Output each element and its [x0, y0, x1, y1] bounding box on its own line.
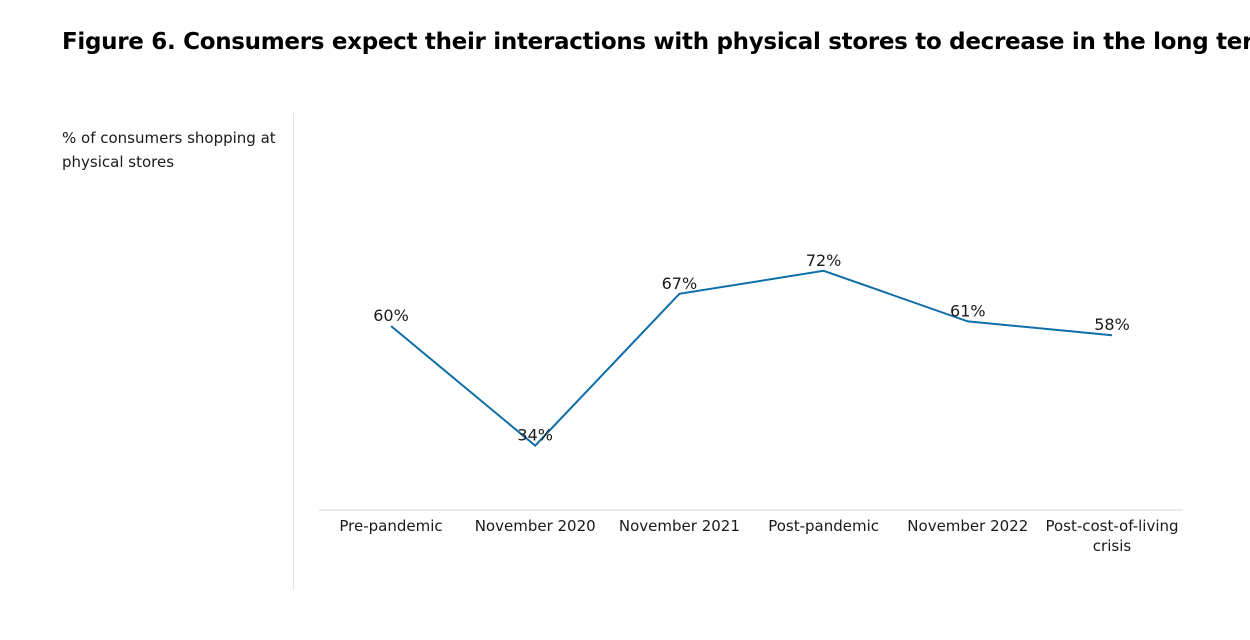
data-label: 60% — [373, 306, 409, 325]
data-label: 72% — [806, 251, 842, 270]
data-label: 61% — [950, 301, 986, 320]
plot-area: 60% 34% 67% 72% 61% 58% Pre-pandemic November 2… — [339, 251, 1178, 555]
x-tick-label: November 2022 — [907, 517, 1028, 535]
data-label: 67% — [662, 274, 698, 293]
x-tick-label: Post-pandemic — [768, 517, 879, 535]
x-tick-label: Pre-pandemic — [339, 517, 442, 535]
x-tick-label: Post-cost-of-living crisis — [1045, 517, 1178, 555]
y-axis-label: % of consumers shopping at physical stor… — [62, 129, 276, 171]
x-tick-label: November 2021 — [619, 517, 740, 535]
data-label: 58% — [1094, 315, 1130, 334]
vertical-divider — [293, 113, 294, 590]
x-tick-label: November 2020 — [475, 517, 596, 535]
chart-title: Figure 6. Consumers expect their interac… — [62, 29, 1250, 55]
data-label: 34% — [517, 426, 553, 445]
series-line — [390, 269, 1113, 447]
